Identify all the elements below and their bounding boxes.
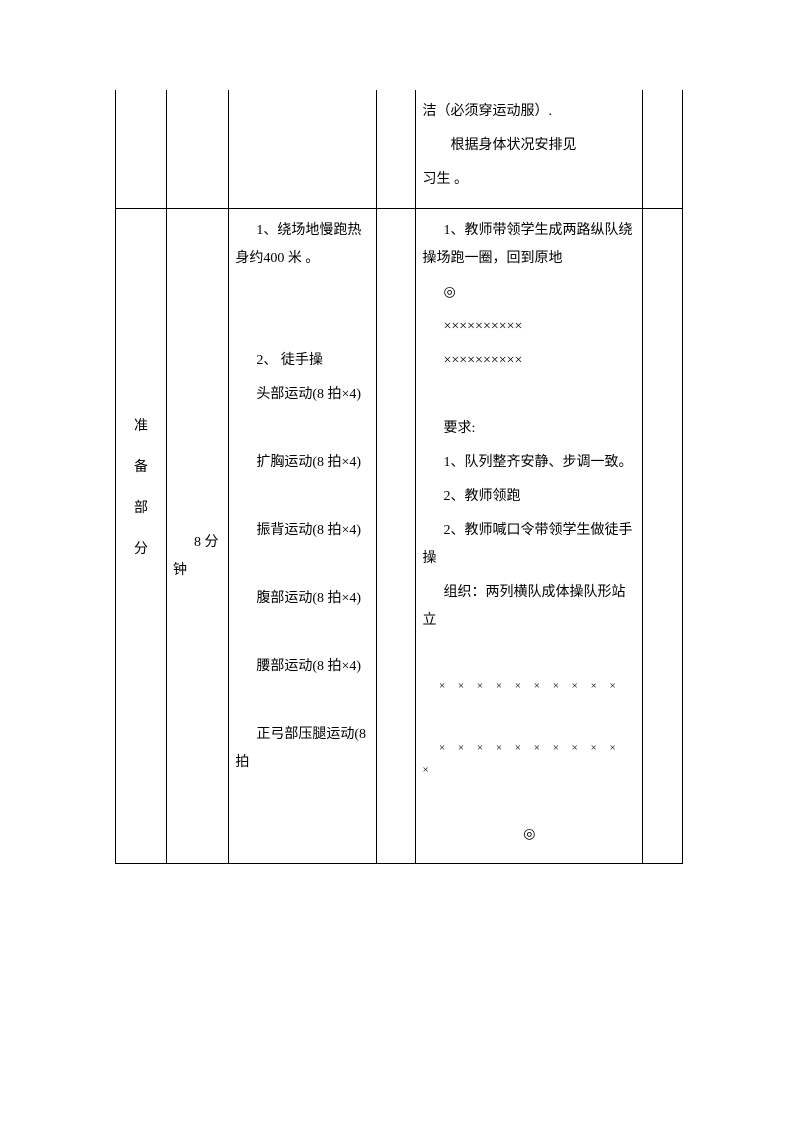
cell-r1-c4 (376, 90, 416, 209)
content-item: 2、 徒手操 (235, 347, 369, 375)
org-formation: ×××××××××× (422, 347, 636, 375)
org-text: 2、教师喊口令带领学生做徒手操 (422, 517, 636, 573)
org-formation: × × × × × × × × × × × (422, 737, 636, 781)
org-text: 1、队列整齐安静、步调一致。 (422, 449, 636, 477)
duration-text: 8 分钟 (173, 529, 222, 585)
text-line: 习生 。 (422, 166, 636, 194)
org-text: 2、教师领跑 (422, 483, 636, 511)
content-item: 扩胸运动(8 拍×4) (235, 449, 369, 477)
cell-section-label: 准 备 部 分 (116, 209, 167, 864)
org-text: 要求: (422, 415, 636, 443)
org-text: 组织：两列横队成体操队形站立 (422, 579, 636, 635)
cell-content: 1、绕场地慢跑热身约400 米 。 2、 徒手操 头部运动(8 拍×4) 扩胸运… (229, 209, 376, 864)
cell-r1-c5: 洁（必须穿运动服）. 根据身体状况安排见 习生 。 (416, 90, 643, 209)
lesson-table: 洁（必须穿运动服）. 根据身体状况安排见 习生 。 准 备 部 分 8 分钟 1… (115, 90, 683, 864)
org-symbol: ◎ (422, 821, 636, 849)
cell-r1-c1 (116, 90, 167, 209)
vertical-char: 准 (122, 409, 160, 444)
org-symbol: ◎ (422, 279, 636, 307)
row-preparation-section: 准 备 部 分 8 分钟 1、绕场地慢跑热身约400 米 。 2、 徒手操 头部… (116, 209, 683, 864)
cell-r1-c6 (643, 90, 683, 209)
cell-r1-c3 (229, 90, 376, 209)
cell-r1-c2 (167, 90, 229, 209)
page-container: 洁（必须穿运动服）. 根据身体状况安排见 习生 。 准 备 部 分 8 分钟 1… (0, 0, 793, 924)
content-item: 正弓部压腿运动(8 拍 (235, 721, 369, 777)
content-item: 1、绕场地慢跑热身约400 米 。 (235, 217, 369, 273)
cell-organization: 1、教师带领学生成两路纵队绕操场跑一圈，回到原地 ◎ ×××××××××× ××… (416, 209, 643, 864)
cell-empty (643, 209, 683, 864)
cell-duration: 8 分钟 (167, 209, 229, 864)
content-item: 腰部运动(8 拍×4) (235, 653, 369, 681)
content-item: 振背运动(8 拍×4) (235, 517, 369, 545)
cell-empty (376, 209, 416, 864)
vertical-char: 部 (122, 491, 160, 526)
content-item: 头部运动(8 拍×4) (235, 381, 369, 409)
vertical-char: 备 (122, 450, 160, 485)
vertical-char: 分 (122, 532, 160, 567)
org-formation: ×××××××××× (422, 313, 636, 341)
content-item: 腹部运动(8 拍×4) (235, 585, 369, 613)
org-formation: × × × × × × × × × × (422, 675, 636, 697)
text-line: 洁（必须穿运动服）. (422, 98, 636, 126)
org-text: 1、教师带领学生成两路纵队绕操场跑一圈，回到原地 (422, 217, 636, 273)
row-previous-continuation: 洁（必须穿运动服）. 根据身体状况安排见 习生 。 (116, 90, 683, 209)
text-line: 根据身体状况安排见 (422, 132, 636, 160)
